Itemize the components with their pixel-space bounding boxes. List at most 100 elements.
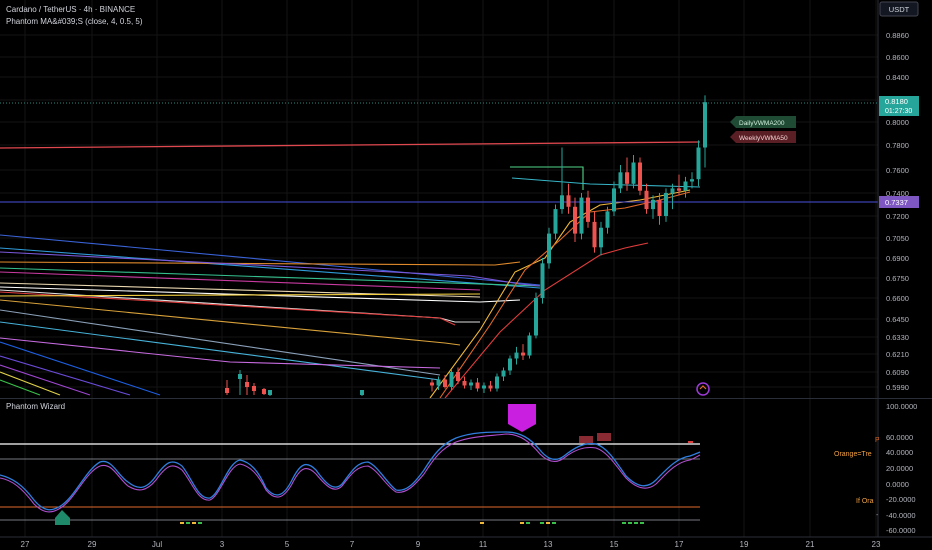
daily-vwma-text: DailyVWMA200 [739, 120, 785, 127]
signal-box-3 [688, 441, 693, 443]
price-tick-label: 0.7600 [886, 166, 909, 175]
candle [456, 367, 460, 384]
candle [443, 375, 447, 389]
osc-signal-line [0, 431, 701, 511]
osc-main-line [0, 433, 701, 513]
candle-body [644, 190, 649, 210]
candle-body [245, 382, 249, 387]
candle [436, 376, 441, 390]
candle-body [430, 382, 434, 386]
osc-side-label-2: If Ora [856, 498, 874, 505]
price-tick-label: 0.8000 [886, 118, 909, 127]
price-tick-label: 0.6330 [886, 333, 909, 342]
candle [683, 176, 688, 198]
candle-body [462, 381, 467, 386]
osc-side-label-1: Orange=Tre [834, 451, 872, 458]
weekly-vwma-label: WeeklyVWMA50 [730, 131, 796, 143]
candle [238, 370, 242, 395]
price-tick-label: 0.6210 [886, 350, 909, 359]
alert-icon[interactable] [696, 382, 710, 396]
oscillator-tick-label: -40.0000 [886, 511, 916, 520]
candle [625, 157, 629, 191]
candle-body [514, 352, 519, 359]
candle-body [573, 206, 577, 234]
candle-body [625, 172, 629, 184]
candle-body [540, 263, 545, 298]
candle [252, 383, 256, 395]
time-tick-label: 21 [806, 540, 815, 549]
candle-body [579, 197, 584, 234]
candle-body [605, 211, 610, 228]
candle-body [456, 372, 460, 381]
candle-body [527, 335, 532, 356]
time-tick-label: 11 [479, 540, 488, 549]
candle-body [521, 352, 525, 356]
candle-body [262, 389, 266, 394]
oscillator-title: Phantom Wizard [6, 402, 65, 411]
oscillator-tick-label: -20.0000 [886, 495, 916, 504]
candle-body [225, 388, 229, 393]
candle [631, 155, 636, 189]
candle [657, 193, 662, 225]
currency-button[interactable]: USDT [879, 1, 919, 17]
candle [245, 375, 249, 395]
candle-body [638, 162, 642, 191]
candle-body [677, 188, 681, 191]
weekly-vwma-text: WeeklyVWMA50 [739, 135, 788, 142]
current-price-value: 0.8180 [885, 97, 908, 106]
candle-body [547, 233, 551, 264]
price-tick-label: 0.6450 [886, 315, 909, 324]
time-tick-label: 5 [285, 540, 290, 549]
hline-price-value: 0.7337 [885, 198, 908, 207]
price-tick-label: 0.6600 [886, 294, 909, 303]
candle [573, 197, 577, 242]
candle [592, 211, 597, 253]
candle [566, 183, 571, 214]
candle-body [449, 372, 454, 387]
candle-body [703, 102, 707, 148]
price-tick-label: 0.6900 [886, 254, 909, 263]
time-tick-label: 3 [220, 540, 225, 549]
price-tick-label: 0.7400 [886, 189, 909, 198]
candle [703, 95, 707, 168]
candle [360, 390, 364, 396]
osc-side-mark: P [875, 437, 880, 444]
current-price-badge: 0.8180 01:27:30 [879, 96, 919, 116]
daily-vwma-label: DailyVWMA200 [730, 116, 796, 128]
candle [268, 390, 272, 396]
hline-badge: 0.7337 [879, 196, 919, 208]
oscillator-tick-label: 20.0000 [886, 464, 913, 473]
candle [670, 183, 675, 210]
candle [605, 206, 610, 234]
candle-body [482, 385, 486, 389]
candle [540, 258, 545, 304]
oscillator-axis[interactable] [879, 399, 932, 537]
countdown-timer: 01:27:30 [885, 108, 912, 115]
time-tick-label: 9 [416, 540, 421, 549]
candle [664, 188, 668, 222]
candle [638, 157, 642, 196]
price-tick-label: 0.5990 [886, 383, 909, 392]
oversold-marker [55, 510, 70, 525]
candle [495, 373, 499, 392]
candle-body [631, 162, 636, 184]
candle-body [252, 386, 256, 391]
candle [599, 221, 603, 256]
candle [579, 193, 584, 240]
indicator-title: Phantom MA&#039;S (close, 4, 0.5, 5) [6, 17, 143, 26]
candle [553, 204, 558, 240]
candle-body [268, 390, 272, 395]
candle [690, 172, 694, 189]
candle-body [560, 195, 564, 210]
price-tick-label: 0.8860 [886, 31, 909, 40]
time-tick-label: 19 [740, 540, 749, 549]
candle [677, 174, 681, 196]
signal-box-1 [579, 436, 593, 443]
candle [644, 183, 649, 214]
candle [612, 181, 616, 216]
time-tick-labels: 27 29 Jul 3 5 7 9 11 13 15 17 19 21 23 [21, 540, 881, 549]
candle [501, 367, 506, 381]
candle-body [436, 379, 441, 386]
candle-body [651, 199, 655, 210]
